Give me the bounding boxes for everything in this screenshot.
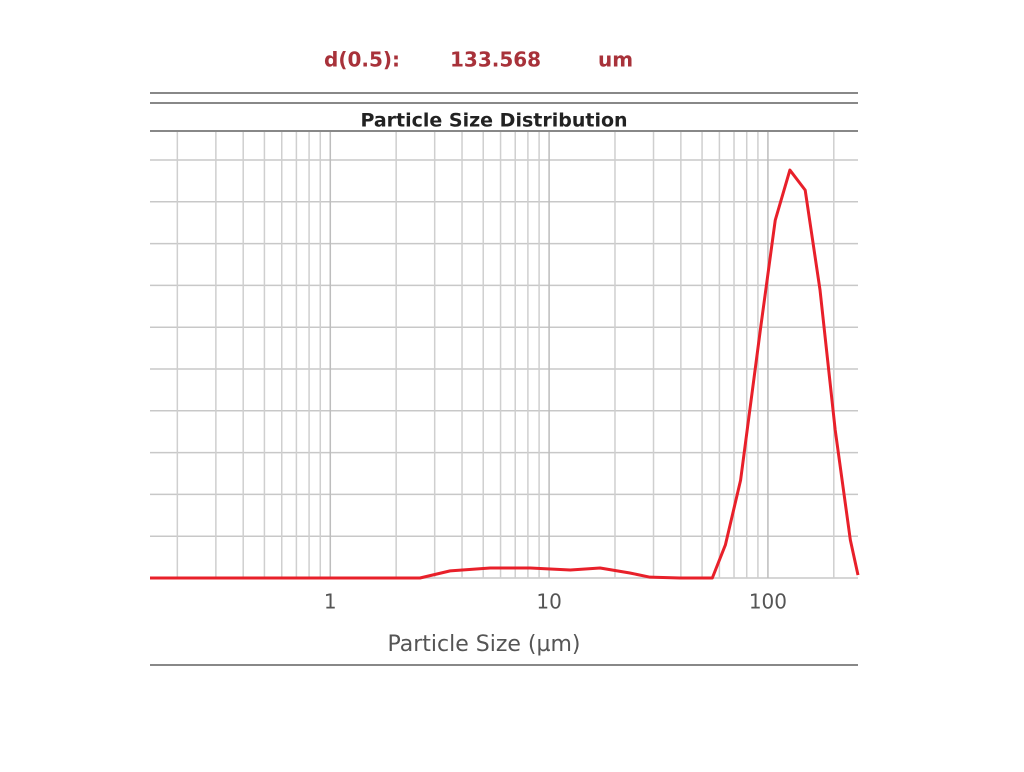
annotation-value: 133.568 — [450, 48, 541, 72]
x-axis-label: Particle Size (µm) — [387, 632, 580, 657]
x-tick-label: 1 — [324, 590, 337, 614]
data-line — [150, 168, 860, 580]
chart-title: Particle Size Distribution — [360, 110, 627, 132]
annotation-unit: um — [598, 48, 633, 72]
annotation: d(0.5): 133.568 um — [324, 48, 633, 72]
annotation-label: d(0.5): — [324, 48, 400, 72]
x-tick-label: 100 — [749, 590, 787, 614]
x-tick-label: 10 — [536, 590, 561, 614]
